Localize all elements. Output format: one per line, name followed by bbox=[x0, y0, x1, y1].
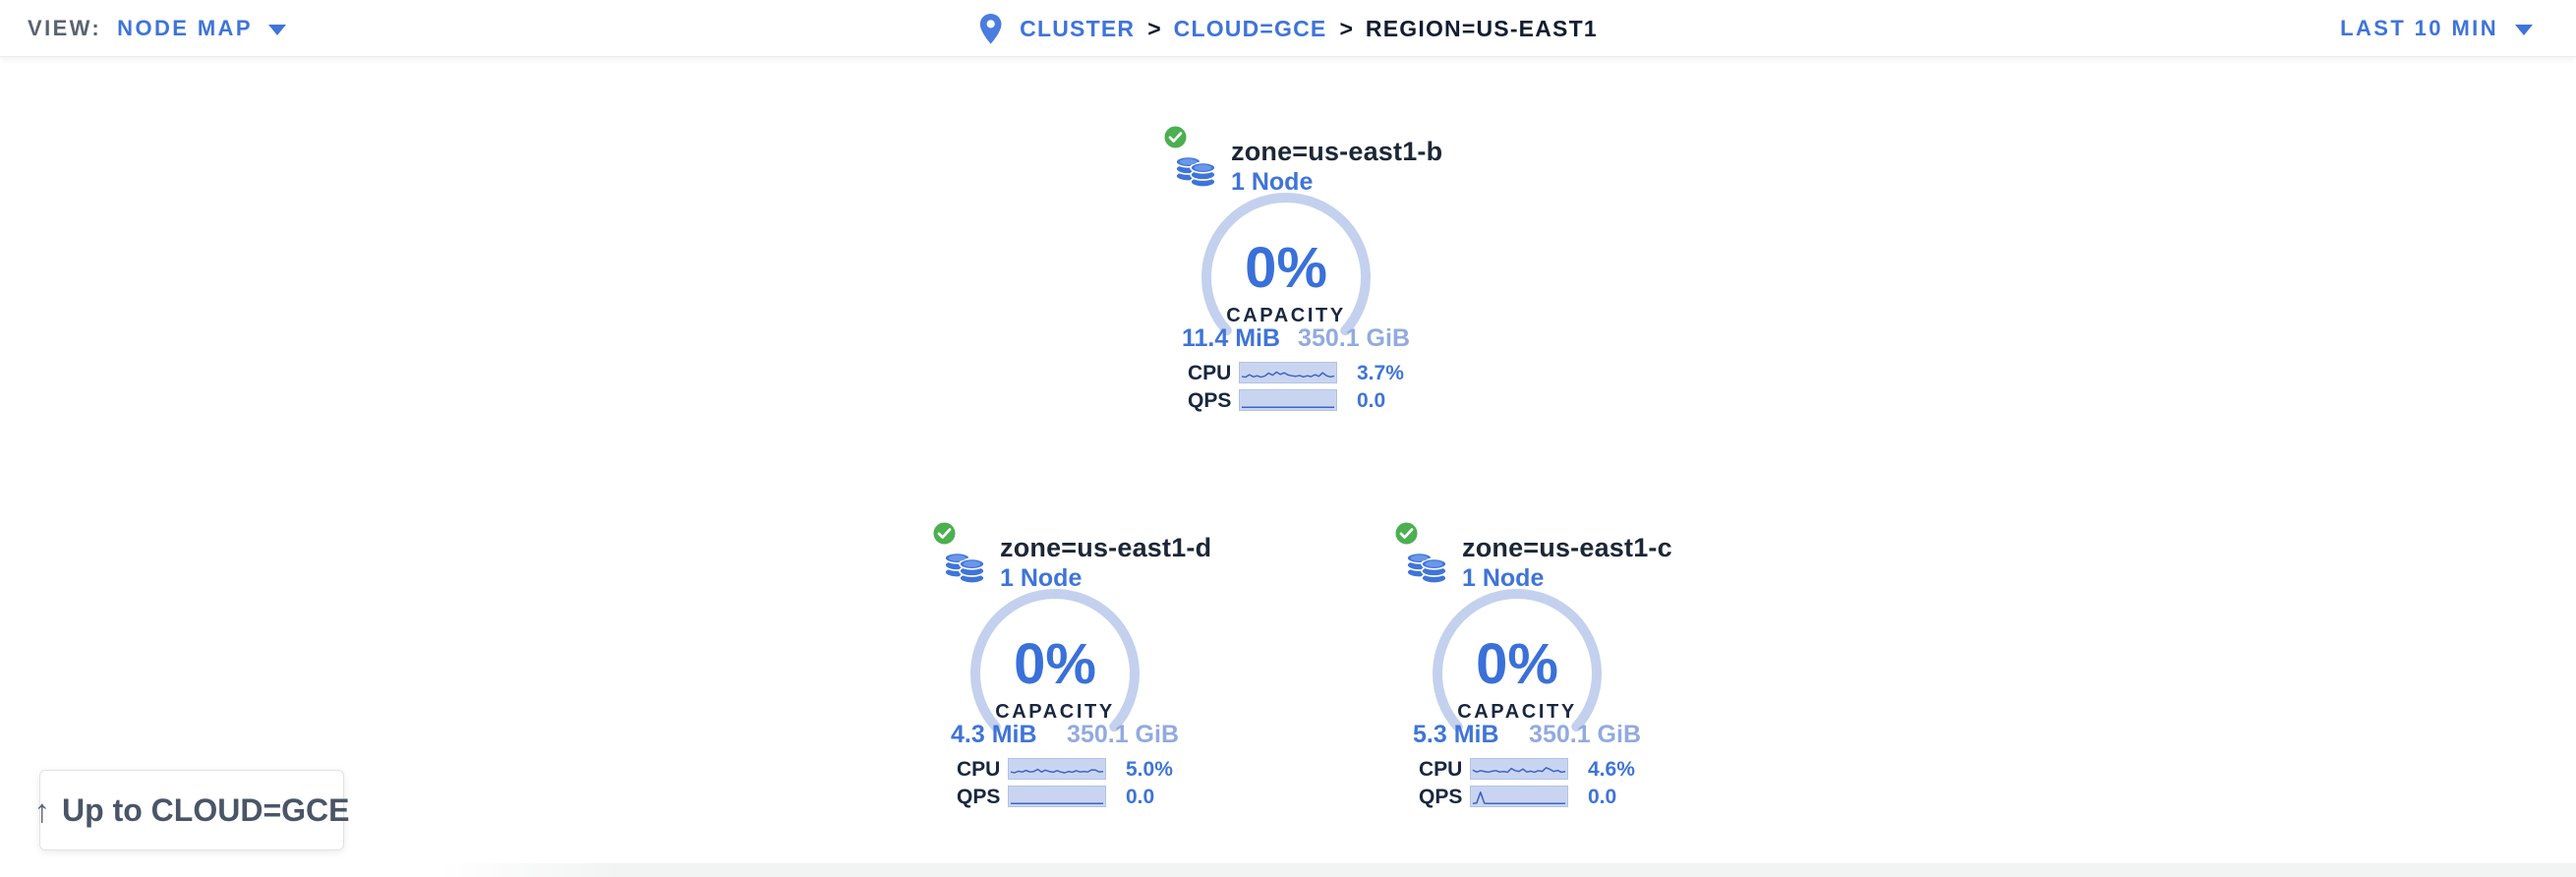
location-pin-icon bbox=[979, 13, 1002, 44]
time-range-selector[interactable]: LAST 10 MIN bbox=[2340, 16, 2533, 41]
capacity-total: 350.1 GiB bbox=[1067, 721, 1179, 748]
qps-sparkline bbox=[1470, 786, 1568, 807]
cpu-sparkline bbox=[1239, 362, 1337, 383]
capacity-total: 350.1 GiB bbox=[1298, 324, 1410, 352]
cpu-stat-row: CPU 3.7% bbox=[1188, 362, 1404, 385]
healthy-check-icon bbox=[1162, 124, 1189, 150]
capacity-gauge: 0% CAPACITY bbox=[957, 575, 1153, 772]
cpu-label: CPU bbox=[957, 758, 1001, 781]
cpu-sparkline bbox=[1008, 758, 1106, 780]
view-selector[interactable]: VIEW: NODE MAP bbox=[28, 16, 286, 41]
healthy-check-icon bbox=[931, 520, 958, 547]
database-stack-icon bbox=[1175, 155, 1216, 189]
breadcrumb-cloud[interactable]: CLOUD=GCE bbox=[1173, 15, 1327, 41]
capacity-used: 5.3 MiB bbox=[1413, 721, 1499, 748]
zone-node-us-east1-c[interactable]: zone=us-east1-c 1 Node 0% CAPACITY 5.3 M… bbox=[1389, 520, 1672, 815]
qps-value: 0.0 bbox=[1357, 389, 1386, 412]
capacity-values-row: 5.3 MiB 350.1 GiB bbox=[1413, 721, 1641, 749]
cpu-stat-row: CPU 5.0% bbox=[957, 758, 1173, 782]
cpu-value: 4.6% bbox=[1588, 758, 1635, 781]
capacity-gauge-arc bbox=[1201, 193, 1371, 336]
capacity-gauge: 0% CAPACITY bbox=[1188, 179, 1384, 376]
qps-value: 0.0 bbox=[1126, 786, 1155, 808]
breadcrumb-separator: > bbox=[1147, 15, 1161, 41]
capacity-gauge-arc bbox=[970, 589, 1140, 732]
qps-label: QPS bbox=[1419, 786, 1463, 808]
capacity-percentage: 0% bbox=[1245, 236, 1327, 300]
qps-value: 0.0 bbox=[1588, 786, 1617, 808]
qps-stat-row: QPS 0.0 bbox=[957, 786, 1173, 809]
breadcrumb: CLUSTER > CLOUD=GCE > REGION=US-EAST1 bbox=[978, 0, 1598, 57]
capacity-percentage: 0% bbox=[1476, 632, 1558, 696]
qps-sparkline bbox=[1008, 786, 1106, 807]
qps-stat-row: QPS 0.0 bbox=[1188, 389, 1404, 413]
qps-stat-row: QPS 0.0 bbox=[1419, 786, 1635, 809]
zone-title: zone=us-east1-b bbox=[1231, 137, 1443, 166]
top-bar: VIEW: NODE MAP CLUSTER > CLOUD=GCE > REG… bbox=[0, 0, 2576, 57]
qps-sparkline bbox=[1239, 389, 1337, 411]
chevron-down-icon bbox=[2515, 24, 2533, 35]
qps-label: QPS bbox=[957, 786, 1001, 808]
cpu-value: 5.0% bbox=[1126, 758, 1173, 781]
zone-node-us-east1-d[interactable]: zone=us-east1-d 1 Node 0% CAPACITY 4.3 M… bbox=[927, 520, 1211, 815]
node-map-canvas: zone=us-east1-b 1 Node 0% CAPACITY 11.4 … bbox=[0, 57, 2576, 877]
database-stack-icon bbox=[944, 552, 985, 585]
cpu-label: CPU bbox=[1188, 362, 1232, 384]
zone-node-count: 1 Node bbox=[1000, 564, 1083, 592]
cpu-sparkline bbox=[1470, 758, 1568, 780]
breadcrumb-separator: > bbox=[1339, 15, 1353, 41]
breadcrumb-region-current: REGION=US-EAST1 bbox=[1365, 15, 1598, 41]
time-range-value: LAST 10 MIN bbox=[2340, 15, 2498, 40]
qps-label: QPS bbox=[1188, 389, 1232, 412]
chevron-down-icon bbox=[267, 24, 286, 35]
zone-node-count: 1 Node bbox=[1231, 168, 1314, 196]
zone-title: zone=us-east1-c bbox=[1462, 533, 1672, 562]
up-button-label: Up to CLOUD=GCE bbox=[62, 791, 350, 828]
cpu-label: CPU bbox=[1419, 758, 1463, 781]
cpu-value: 3.7% bbox=[1357, 362, 1404, 384]
view-label: VIEW: bbox=[28, 15, 102, 40]
capacity-label: CAPACITY bbox=[1226, 305, 1346, 326]
zone-node-us-east1-b[interactable]: zone=us-east1-b 1 Node 0% CAPACITY 11.4 … bbox=[1158, 124, 1442, 419]
capacity-label: CAPACITY bbox=[995, 701, 1115, 723]
view-selected-value: NODE MAP bbox=[117, 15, 253, 40]
capacity-used: 11.4 MiB bbox=[1182, 324, 1281, 352]
zone-node-count: 1 Node bbox=[1462, 564, 1545, 592]
breadcrumb-cluster[interactable]: CLUSTER bbox=[1020, 15, 1136, 41]
capacity-percentage: 0% bbox=[1014, 632, 1096, 696]
capacity-label: CAPACITY bbox=[1457, 701, 1577, 723]
database-stack-icon bbox=[1406, 552, 1447, 585]
capacity-gauge: 0% CAPACITY bbox=[1419, 575, 1615, 772]
up-arrow-icon: ↑ bbox=[33, 791, 51, 829]
capacity-values-row: 11.4 MiB 350.1 GiB bbox=[1182, 324, 1410, 353]
capacity-used: 4.3 MiB bbox=[951, 721, 1037, 748]
bottom-edge-strip bbox=[0, 863, 2576, 877]
zone-title: zone=us-east1-d bbox=[1000, 533, 1212, 562]
capacity-values-row: 4.3 MiB 350.1 GiB bbox=[951, 721, 1179, 749]
up-to-cloud-button[interactable]: ↑ Up to CLOUD=GCE bbox=[34, 770, 349, 850]
capacity-total: 350.1 GiB bbox=[1529, 721, 1641, 748]
healthy-check-icon bbox=[1393, 520, 1420, 547]
capacity-gauge-arc bbox=[1433, 589, 1602, 732]
cpu-stat-row: CPU 4.6% bbox=[1419, 758, 1635, 782]
